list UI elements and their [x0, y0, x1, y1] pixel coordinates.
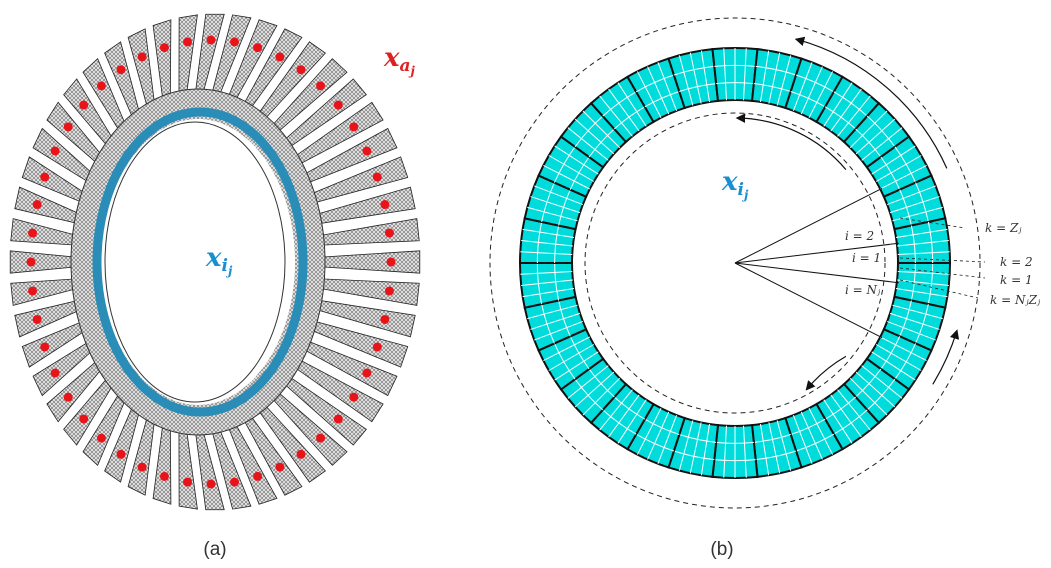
sector-ray	[735, 263, 882, 338]
sector-ray	[735, 263, 899, 283]
sector-label: i = 1	[852, 251, 881, 265]
blade-node	[33, 200, 42, 209]
node-label: k = NⱼZⱼ	[990, 293, 1041, 307]
blade-node	[362, 369, 371, 378]
blade-node	[349, 393, 358, 402]
blade-node	[275, 52, 284, 61]
sector-label: i = Nⱼ	[845, 283, 881, 297]
blade-node	[51, 369, 60, 378]
sector-label: i = 2	[845, 229, 874, 243]
blade-node	[27, 258, 36, 267]
blade-node	[230, 478, 239, 487]
blade-node	[64, 393, 73, 402]
blade-node	[79, 414, 88, 423]
blade-node	[138, 52, 147, 61]
blade-node	[385, 229, 394, 238]
blade-node	[380, 200, 389, 209]
blade-node	[230, 37, 239, 46]
caption-a: (a)	[203, 539, 226, 560]
blade-node	[253, 43, 262, 52]
blade-node	[160, 43, 169, 52]
blade-node	[334, 414, 343, 423]
node-label: k = Zⱼ	[985, 221, 1022, 235]
blade-node	[275, 463, 284, 472]
blade-node	[207, 480, 216, 489]
blade-node	[40, 173, 49, 182]
blade-node	[117, 450, 126, 459]
figure: xaj xij xij i = 2 i = 1 i = Nⱼ k = Zⱼ k …	[0, 0, 1051, 568]
blade-node	[160, 472, 169, 481]
blade-node	[373, 173, 382, 182]
node-label: k = 2	[1000, 255, 1033, 269]
blade-node	[387, 258, 396, 267]
blade-node	[297, 65, 306, 74]
blade-node	[334, 101, 343, 110]
blade-node	[28, 286, 37, 295]
blade-node	[183, 478, 192, 487]
blade-node	[28, 229, 37, 238]
caption-b: (b)	[710, 539, 733, 560]
blade-label: xaj	[383, 43, 416, 78]
blade-node	[40, 342, 49, 351]
blade-node	[385, 286, 394, 295]
blade-node	[97, 81, 106, 90]
blade-node	[253, 472, 262, 481]
blade-node	[316, 81, 325, 90]
blade-node	[380, 315, 389, 324]
blade-node	[183, 37, 192, 46]
blade-node	[51, 147, 60, 156]
blade-node	[362, 147, 371, 156]
node-label: k = 1	[1000, 273, 1033, 287]
blade-node	[316, 434, 325, 443]
blade	[312, 251, 420, 273]
disk-bore	[105, 122, 285, 402]
disk-label-b: xij	[721, 167, 749, 202]
blade-node	[207, 36, 216, 45]
blade-node	[349, 122, 358, 131]
blade-node	[117, 65, 126, 74]
direction-arrow	[807, 356, 846, 388]
blade-node	[64, 122, 73, 131]
blade-node	[138, 463, 147, 472]
blade-node	[97, 434, 106, 443]
blade-node	[297, 450, 306, 459]
blade-node	[79, 101, 88, 110]
blade-node	[373, 342, 382, 351]
blade-node	[33, 315, 42, 324]
panel-b	[490, 18, 985, 508]
